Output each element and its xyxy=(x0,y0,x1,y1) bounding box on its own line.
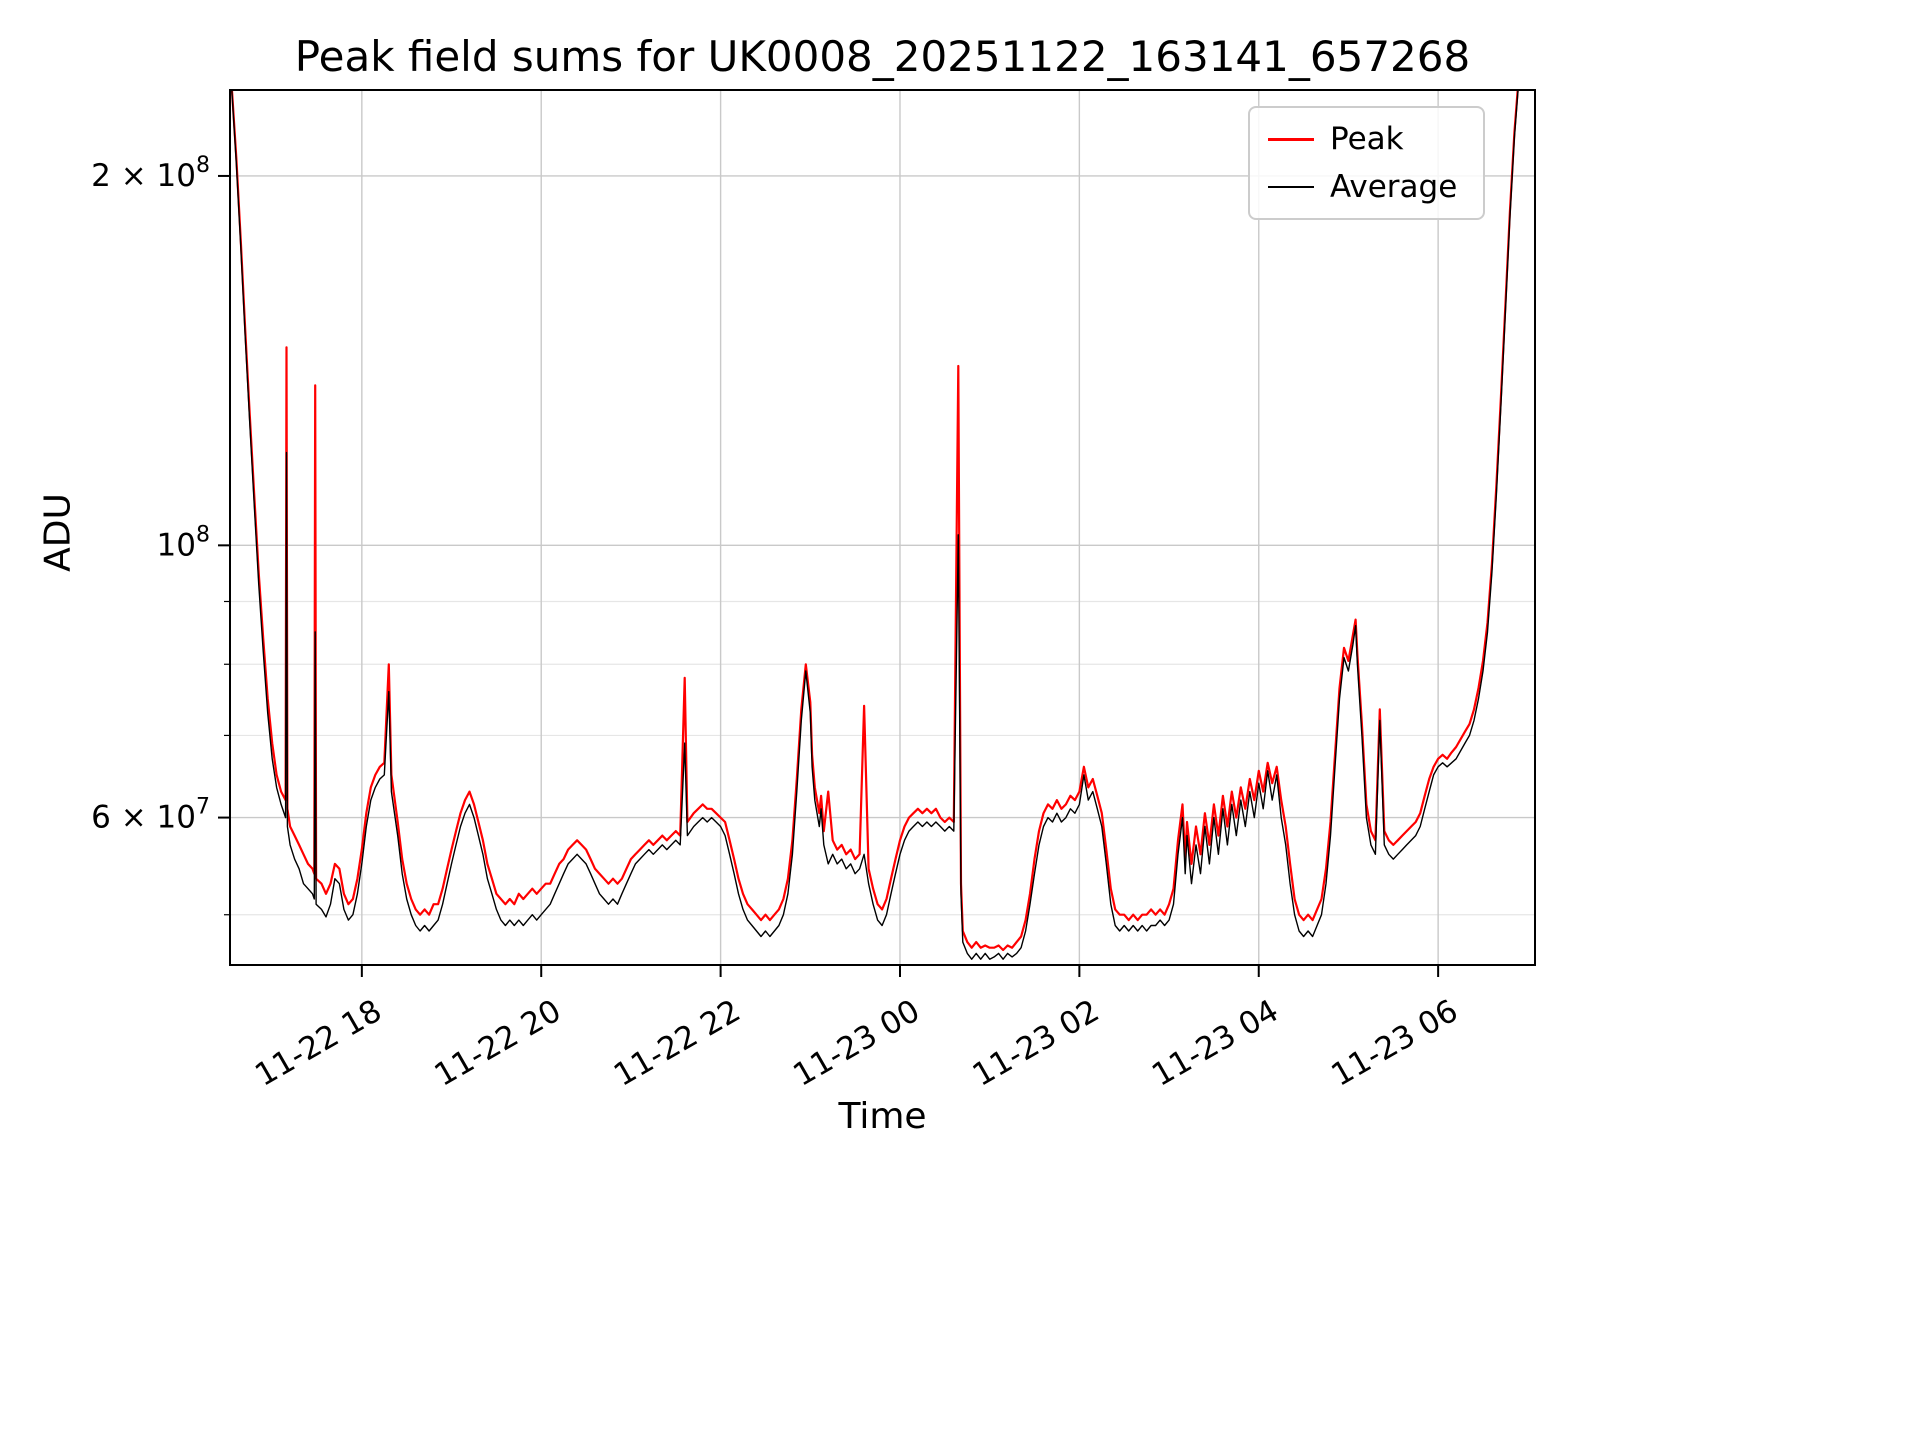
svg-text:108: 108 xyxy=(157,522,210,563)
svg-text:11-23 04: 11-23 04 xyxy=(1146,993,1285,1094)
average-line-swatch xyxy=(1268,186,1314,189)
legend: Peak Average xyxy=(1248,106,1486,221)
svg-text:11-23 06: 11-23 06 xyxy=(1325,993,1464,1094)
svg-text:11-23 00: 11-23 00 xyxy=(787,993,926,1094)
svg-text:11-22 22: 11-22 22 xyxy=(608,993,747,1094)
minor-gridlines xyxy=(230,600,1535,916)
peak-line xyxy=(230,90,1519,952)
svg-text:11-23 02: 11-23 02 xyxy=(967,993,1106,1094)
legend-item-peak: Peak xyxy=(1268,122,1457,156)
legend-label-average: Average xyxy=(1330,169,1458,206)
legend-label-peak: Peak xyxy=(1330,121,1404,157)
average-line xyxy=(231,90,1519,960)
svg-text:11-22 20: 11-22 20 xyxy=(429,993,568,1094)
tick-marks xyxy=(218,174,1440,977)
peak-line-swatch xyxy=(1268,137,1314,141)
axes-spines xyxy=(229,89,1536,966)
svg-text:2 × 108: 2 × 108 xyxy=(91,153,210,194)
legend-item-average: Average xyxy=(1268,170,1457,204)
svg-text:11-22 18: 11-22 18 xyxy=(249,993,388,1094)
series-lines xyxy=(230,90,1519,960)
major-gridlines xyxy=(230,90,1535,965)
chart-title: Peak field sums for UK0008_20251122_1631… xyxy=(294,32,1471,81)
svg-text:6 × 107: 6 × 107 xyxy=(91,795,210,836)
x-axis-label: Time xyxy=(838,1096,927,1137)
